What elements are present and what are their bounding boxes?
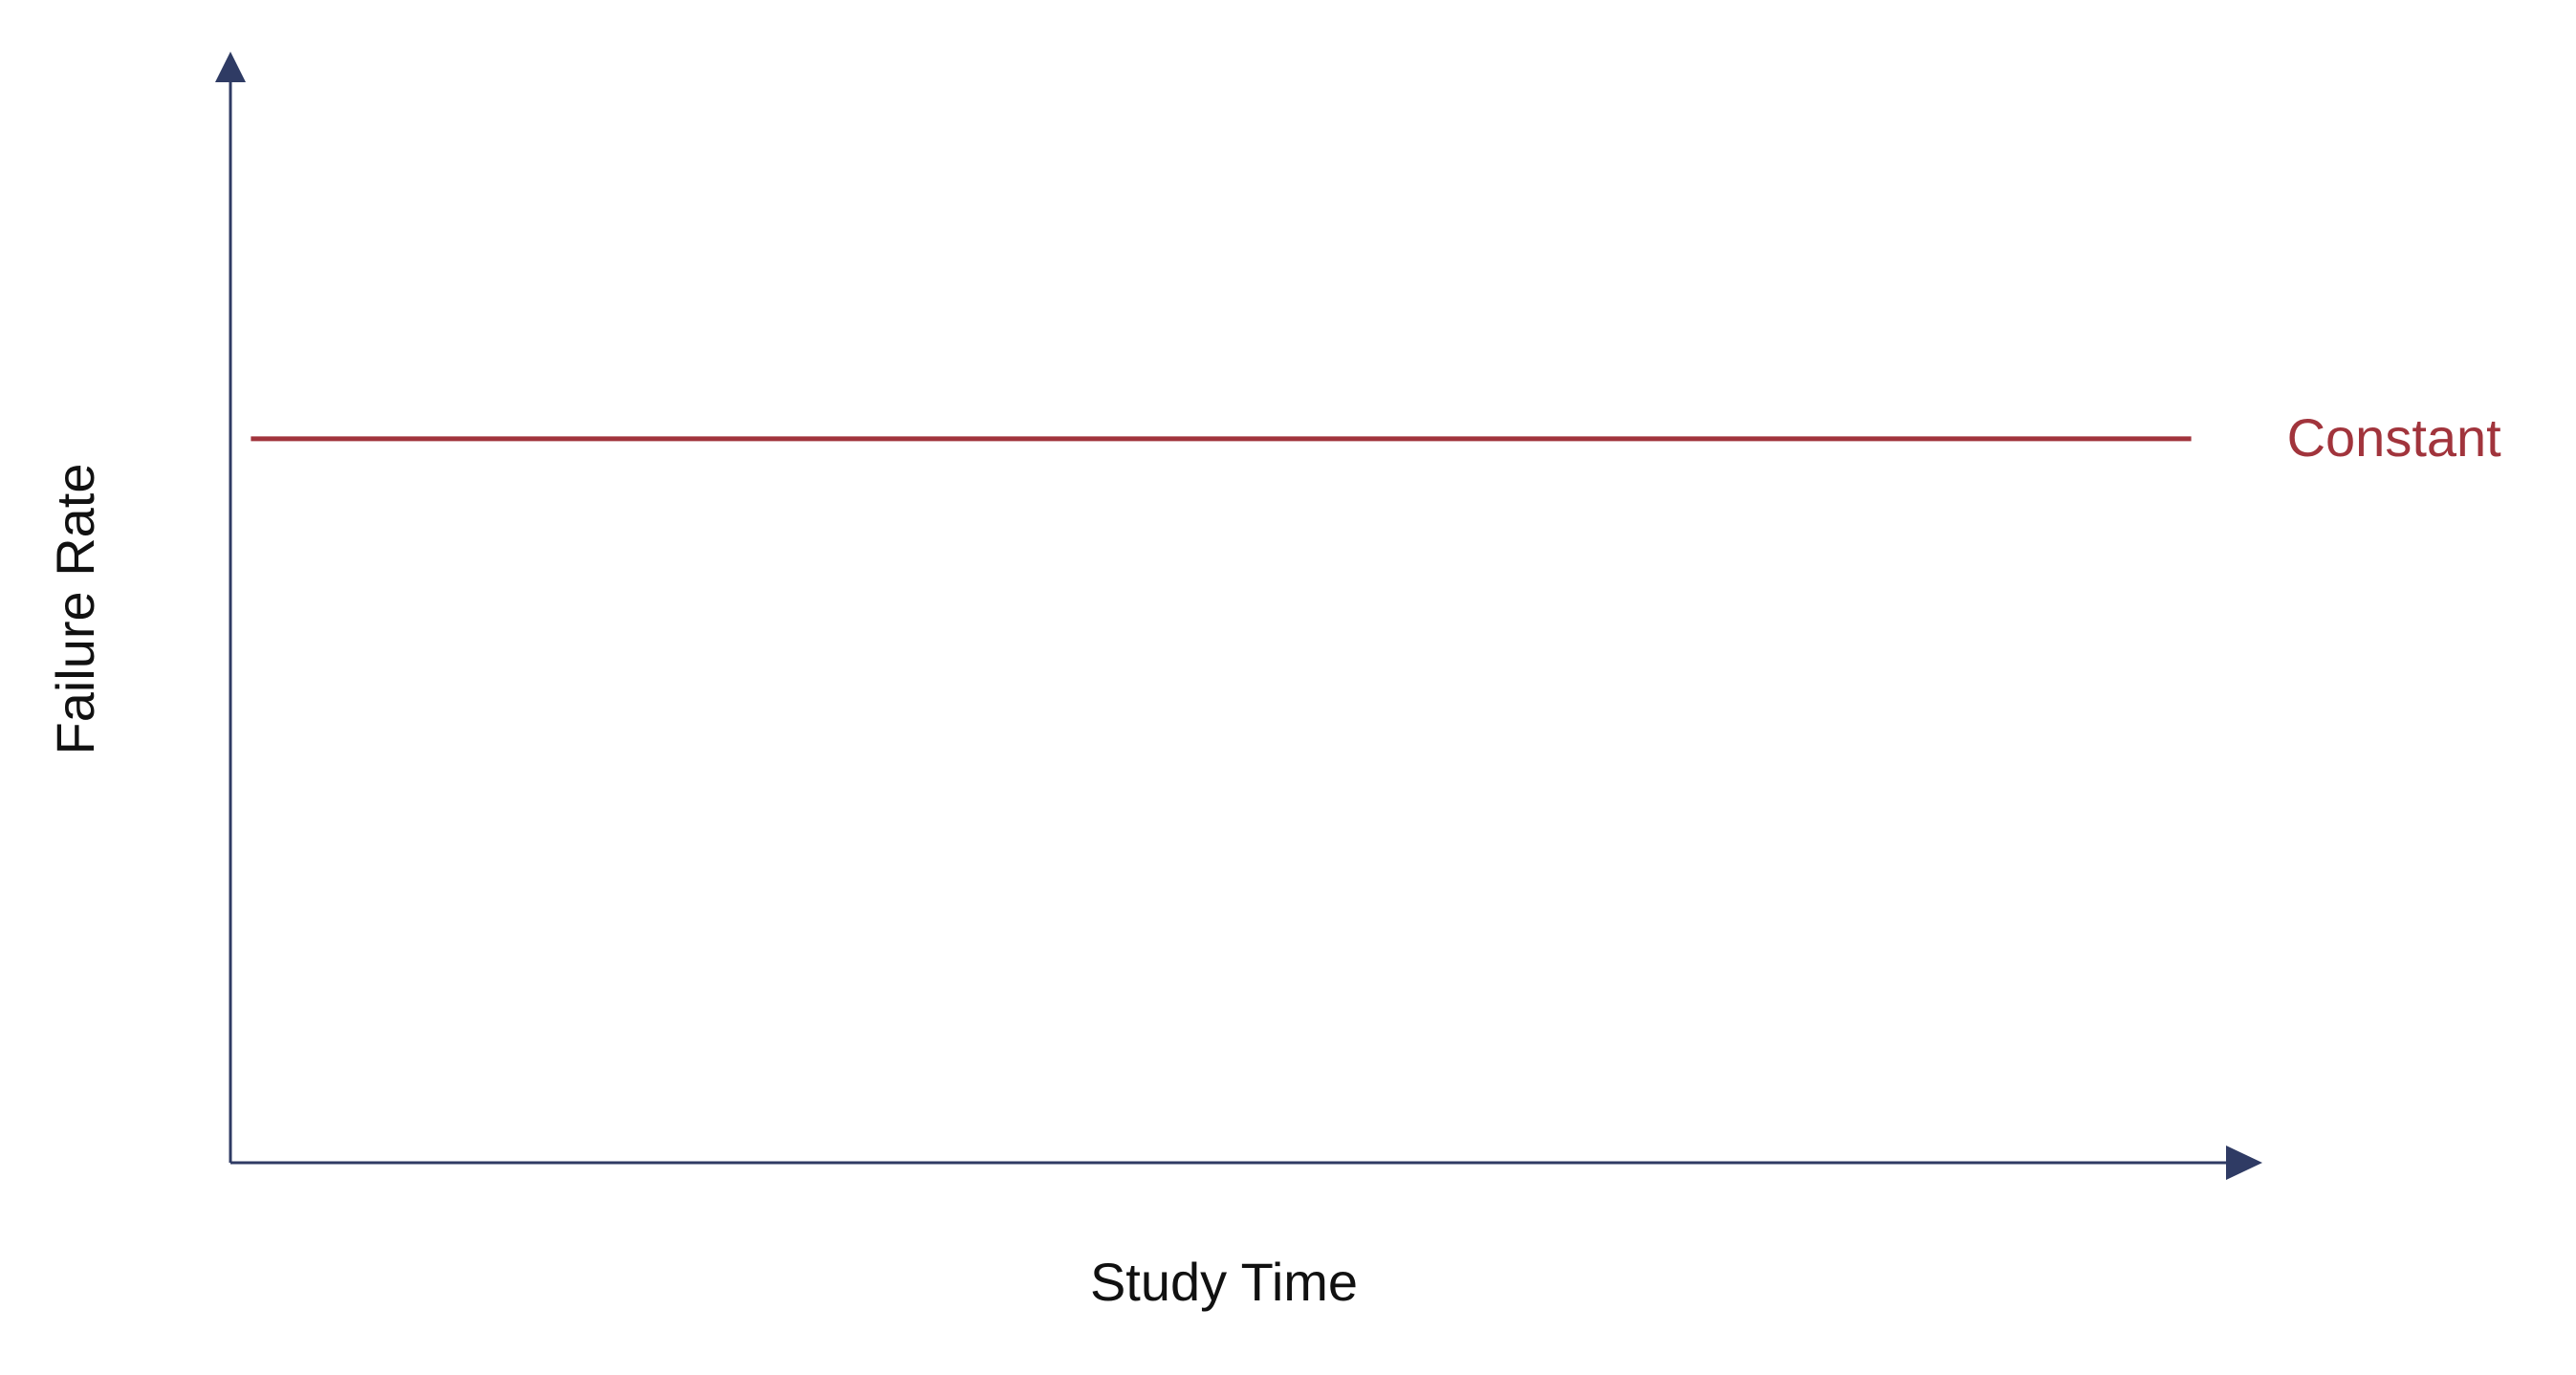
series-layer: Constant (251, 407, 2501, 468)
y-axis-title: Failure Rate (45, 463, 105, 754)
y-axis (215, 52, 246, 1163)
y-axis-arrow-icon (215, 52, 246, 82)
x-axis-arrow-icon (2226, 1146, 2262, 1180)
series-label-constant: Constant (2287, 407, 2502, 468)
x-axis (230, 1146, 2262, 1180)
x-axis-title: Study Time (1090, 1252, 1358, 1312)
